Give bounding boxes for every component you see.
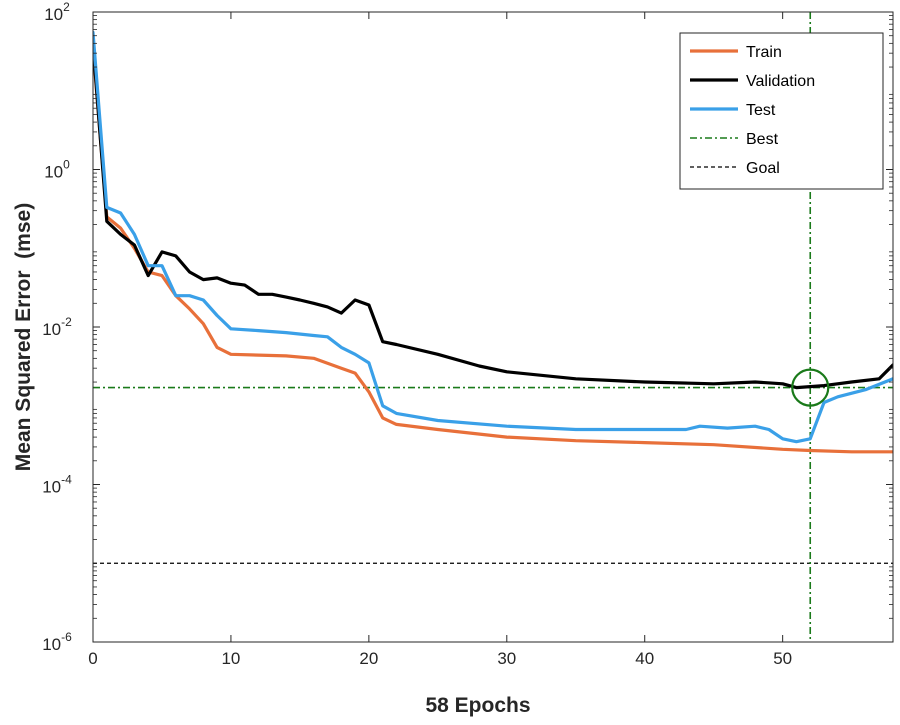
plot-area bbox=[93, 12, 893, 642]
x-tick-label: 20 bbox=[359, 649, 378, 668]
y-tick-base: 10 bbox=[44, 163, 63, 182]
y-axis-title: Mean Squared Error (mse) bbox=[12, 203, 35, 471]
x-tick-label: 50 bbox=[773, 649, 792, 668]
x-tick-label: 40 bbox=[635, 649, 654, 668]
y-tick-base: 10 bbox=[42, 635, 61, 654]
legend-label-goal: Goal bbox=[746, 160, 780, 177]
x-tick-label: 0 bbox=[88, 649, 97, 668]
series-line-validation bbox=[93, 41, 893, 390]
y-tick-exponent: -2 bbox=[61, 315, 72, 329]
y-tick-label: 10-2 bbox=[42, 315, 72, 339]
y-tick-exponent: 0 bbox=[63, 158, 70, 172]
x-axis-title: 58 Epochs bbox=[425, 694, 530, 717]
legend-label-best: Best bbox=[746, 131, 779, 148]
legend-box bbox=[679, 32, 884, 190]
y-tick-exponent: -6 bbox=[61, 630, 72, 644]
y-tick-base: 10 bbox=[44, 5, 63, 24]
legend-label-test: Test bbox=[746, 102, 776, 119]
y-tick-exponent: 2 bbox=[63, 0, 70, 14]
y-tick-label: 102 bbox=[44, 0, 70, 24]
best-marker bbox=[791, 368, 830, 407]
y-tick-label: 10-4 bbox=[42, 473, 72, 497]
x-tick-label: 10 bbox=[221, 649, 240, 668]
series-line-train bbox=[93, 46, 893, 454]
legend-label-validation: Validation bbox=[746, 73, 815, 90]
x-tick-label: 30 bbox=[497, 649, 516, 668]
y-tick-label: 100 bbox=[44, 158, 70, 182]
y-tick-label: 10-6 bbox=[42, 630, 72, 654]
y-tick-base: 10 bbox=[42, 478, 61, 497]
legend-label-train: Train bbox=[746, 44, 782, 61]
series-line-test bbox=[93, 30, 893, 444]
y-tick-base: 10 bbox=[42, 320, 61, 339]
y-tick-exponent: -4 bbox=[61, 473, 72, 487]
